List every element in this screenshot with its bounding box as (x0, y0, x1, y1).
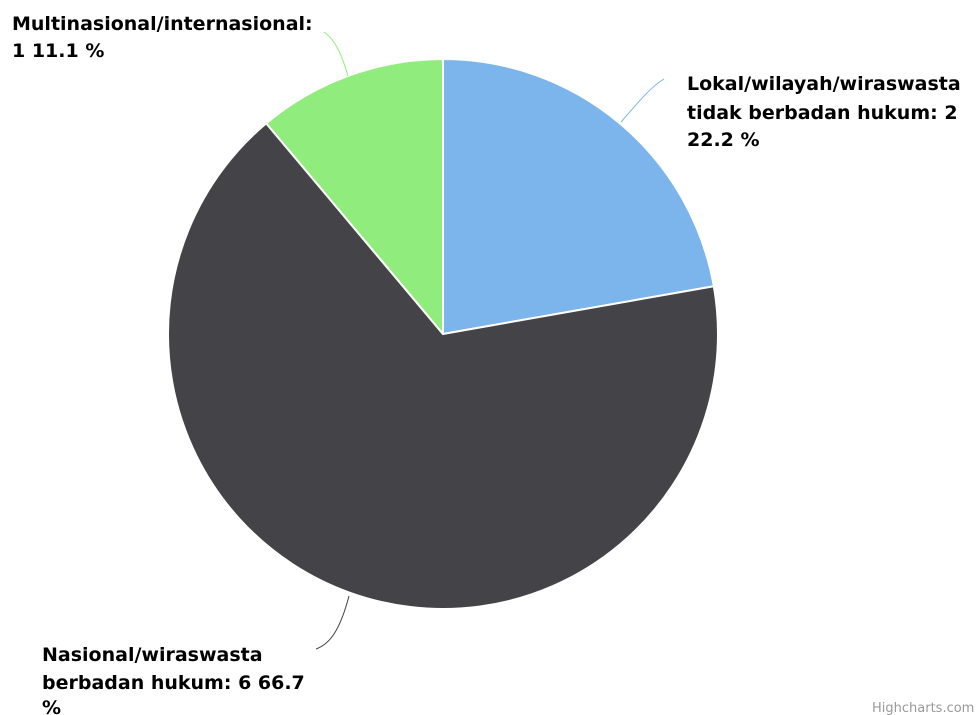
label-connector-2 (315, 595, 350, 650)
slice-label-line: berbadan hukum: 6 66.7 (42, 672, 305, 694)
label-connector-1 (620, 78, 665, 123)
slice-label-multinasional: Multinasional/internasional: 1 11.1 % (12, 13, 313, 62)
slice-label-line: Nasional/wiraswasta (42, 644, 263, 666)
label-connector-3 (323, 31, 349, 77)
pie-slice-3[interactable] (265, 58, 444, 335)
slice-labels: Lokal/wilayah/wiraswasta tidak berbadan h… (12, 13, 961, 715)
slice-label-line: 22.2 % (687, 129, 760, 151)
pie-slice-1[interactable] (442, 58, 715, 335)
slice-label-line: Multinasional/internasional: (12, 13, 313, 35)
slice-label-line: 1 11.1 % (12, 40, 104, 62)
credits-link[interactable]: Highcharts.com (872, 701, 974, 715)
slice-label-line: Lokal/wilayah/wiraswasta (687, 73, 961, 95)
slice-label-line: % (42, 697, 61, 715)
pie-slice-2[interactable] (167, 122, 719, 611)
pie-slices (167, 58, 719, 611)
slice-label-lokal: Lokal/wilayah/wiraswasta tidak berbadan h… (687, 73, 961, 151)
slice-label-line: tidak berbadan hukum: 2 (687, 102, 958, 124)
label-connectors (315, 31, 665, 650)
slice-label-nasional: Nasional/wiraswasta berbadan hukum: 6 66.… (42, 644, 305, 715)
